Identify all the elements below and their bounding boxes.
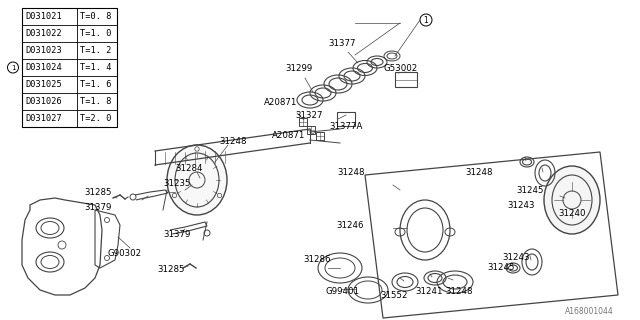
Text: 31243: 31243 [507, 201, 534, 210]
Text: 31285: 31285 [157, 266, 184, 275]
Text: 31285: 31285 [84, 188, 111, 196]
Ellipse shape [167, 145, 227, 215]
Text: 31299: 31299 [285, 63, 312, 73]
Text: 1: 1 [11, 65, 15, 70]
Text: 31243: 31243 [502, 253, 529, 262]
Text: 31379: 31379 [163, 229, 190, 238]
Bar [316, 132, 324, 140]
Text: D031026: D031026 [25, 97, 61, 106]
Text: T=1. 6: T=1. 6 [80, 80, 111, 89]
Text: 1: 1 [424, 15, 428, 25]
Text: 31377: 31377 [328, 38, 355, 47]
Text: 31552: 31552 [380, 291, 408, 300]
Text: A20871: A20871 [264, 98, 298, 107]
Text: T=1. 8: T=1. 8 [80, 97, 111, 106]
Text: T=1. 4: T=1. 4 [80, 63, 111, 72]
Text: D031023: D031023 [25, 46, 61, 55]
Text: 31245: 31245 [516, 186, 543, 195]
Text: G90302: G90302 [108, 249, 142, 258]
Text: D031025: D031025 [25, 80, 61, 89]
Text: 31248: 31248 [465, 167, 493, 177]
Text: T=0. 8: T=0. 8 [80, 12, 111, 21]
Text: 31377A: 31377A [329, 122, 362, 131]
Text: D031021: D031021 [25, 12, 61, 21]
Ellipse shape [544, 166, 600, 234]
Text: A168001044: A168001044 [565, 308, 614, 316]
Bar [395, 72, 417, 87]
Text: 31379: 31379 [84, 203, 111, 212]
Text: D031022: D031022 [25, 29, 61, 38]
Text: 31245: 31245 [487, 263, 515, 273]
Text: 31235: 31235 [163, 179, 191, 188]
Text: T=2. 0: T=2. 0 [80, 114, 111, 123]
Text: 31248: 31248 [337, 167, 365, 177]
Text: G99401: G99401 [325, 287, 359, 297]
Text: D031024: D031024 [25, 63, 61, 72]
Bar [22, 8, 117, 127]
Text: D031027: D031027 [25, 114, 61, 123]
Bar [307, 126, 315, 134]
Text: G53002: G53002 [383, 63, 417, 73]
Text: T=1. 0: T=1. 0 [80, 29, 111, 38]
Text: 31284: 31284 [175, 164, 202, 172]
Text: A20871: A20871 [272, 131, 305, 140]
Text: 31241: 31241 [415, 287, 442, 297]
Text: 31246: 31246 [336, 220, 364, 229]
Text: 31240: 31240 [558, 209, 586, 218]
Text: 31248: 31248 [445, 287, 472, 297]
Text: 31327: 31327 [295, 110, 323, 119]
Text: 31286: 31286 [303, 255, 330, 265]
Bar [337, 112, 355, 126]
Bar [299, 118, 307, 126]
Text: T=1. 2: T=1. 2 [80, 46, 111, 55]
Text: 31248: 31248 [219, 137, 246, 146]
